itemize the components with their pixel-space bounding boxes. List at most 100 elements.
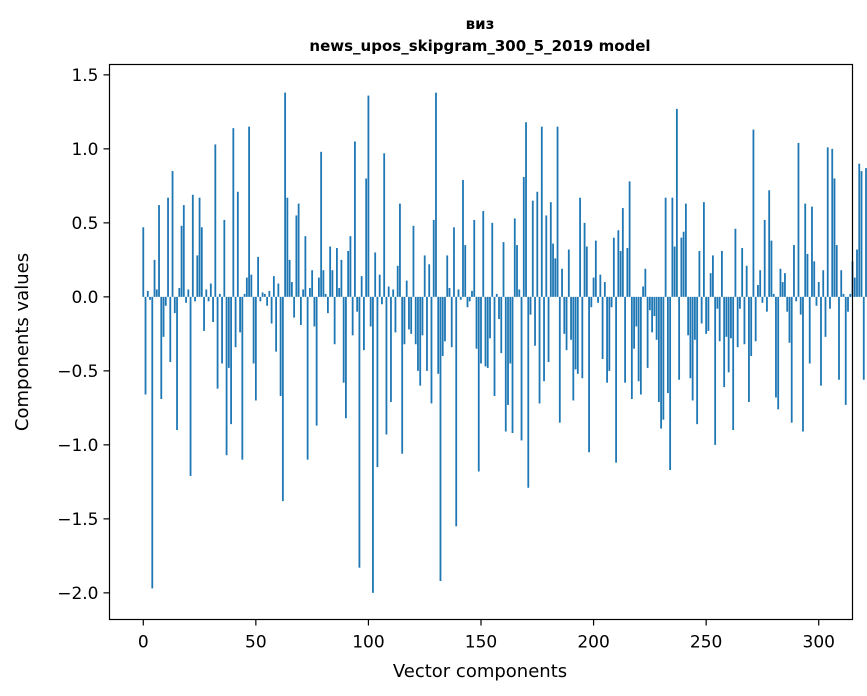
bar [682,231,685,297]
bar [669,296,672,471]
bar [588,296,590,453]
bar [412,225,415,297]
bar [531,200,534,297]
bar [498,296,500,320]
bar [182,205,185,297]
bar [739,296,741,309]
bar [664,197,667,297]
y-axis-ticks: 1.5 1.0 0.5 0.0 −0.5 −1.0 −1.5 −2.0 [57,66,110,604]
bar [597,296,599,303]
bar [455,296,458,527]
bar [358,296,361,568]
bar [545,215,548,297]
bar [367,95,370,297]
bar [338,287,341,297]
bar [295,215,298,297]
bar [227,296,230,368]
bar [693,296,696,340]
bar [815,296,818,306]
bar [705,296,708,334]
y-tick-label: 1.0 [71,140,98,160]
bar [741,248,744,297]
bar [194,296,196,302]
bar [518,289,521,297]
bar [666,296,669,394]
bar [817,282,820,297]
bar [297,203,300,297]
bar [423,255,426,297]
bar [721,250,723,297]
bar [414,296,417,345]
bar [504,296,507,432]
bar [840,270,843,297]
bar [378,274,381,297]
bar [599,274,602,297]
bar [736,296,739,348]
bar [311,270,314,297]
bar [178,287,181,297]
bar [448,287,451,297]
bar [302,289,305,297]
bar [831,148,834,297]
y-tick-label: 1.5 [71,66,98,86]
y-axis-label: Components values [12,253,33,431]
bar [689,296,692,379]
bar [802,296,804,432]
bar [466,296,469,308]
bar [245,277,248,297]
bar [585,246,588,297]
bar [464,245,467,297]
x-tick-label: 0 [138,633,149,653]
bar [554,258,557,297]
bar [513,218,516,297]
bar [158,205,160,297]
bar [327,296,329,314]
bar [707,296,710,331]
bar [223,219,226,297]
bar [610,296,613,308]
bar [813,261,816,297]
bar [784,273,786,297]
bar [509,296,512,364]
bar [712,255,714,297]
bar [502,242,505,297]
bar [538,296,541,404]
bar [642,286,645,297]
bar [153,259,156,297]
bar [752,129,755,297]
bar [383,153,386,297]
bar [392,289,395,297]
bar [621,208,624,297]
bar [142,227,145,297]
bar [657,296,660,402]
bar [239,296,241,333]
x-tick-label: 100 [352,633,384,653]
bar [360,276,363,297]
bar [581,296,584,379]
bar [849,293,852,297]
bar [552,243,554,297]
bar [745,265,748,297]
bar [781,282,784,297]
bar [162,296,165,337]
bar [405,280,408,297]
x-axis-label: Vector components [393,661,567,682]
bar [180,225,183,297]
bar [633,296,635,349]
bar [484,296,487,367]
bar [203,296,205,331]
bar [477,296,480,472]
bar [558,296,561,423]
bar [777,296,780,410]
bar [198,197,201,297]
bar [164,296,167,306]
bar [290,282,293,297]
bar [822,270,825,297]
bar [615,296,617,463]
bar [606,296,608,383]
bar [754,296,757,342]
bar [648,296,651,311]
bar [520,296,523,441]
bar [385,296,388,435]
bar [709,273,712,297]
